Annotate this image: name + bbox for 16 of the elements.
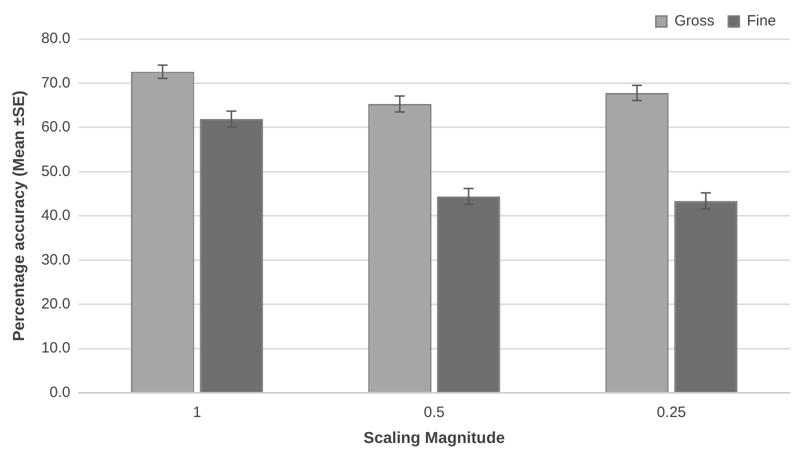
x-tick-label: 1 xyxy=(192,404,202,421)
y-tick-label: 60.0 xyxy=(41,118,70,136)
y-tick-label: 40.0 xyxy=(41,207,70,224)
y-axis-title: Percentage accuracy (Mean ±SE) xyxy=(11,90,28,342)
y-tick-label: 20.0 xyxy=(41,295,70,312)
x-axis-title: Scaling Magnitude xyxy=(364,430,505,447)
y-tick-label: 80.0 xyxy=(41,30,70,48)
y-tick-label: 50.0 xyxy=(41,162,70,180)
legend-label: Gross xyxy=(674,12,714,30)
x-tick-label: 0.5 xyxy=(424,404,445,421)
y-tick-label: 0.0 xyxy=(50,384,70,401)
y-tick-label: 10.0 xyxy=(41,340,70,357)
y-tick-label: 70.0 xyxy=(41,74,70,92)
y-tick-label: 30.0 xyxy=(41,251,70,268)
legend-label: Fine xyxy=(746,12,776,30)
x-tick-label: 0.25 xyxy=(656,404,686,421)
